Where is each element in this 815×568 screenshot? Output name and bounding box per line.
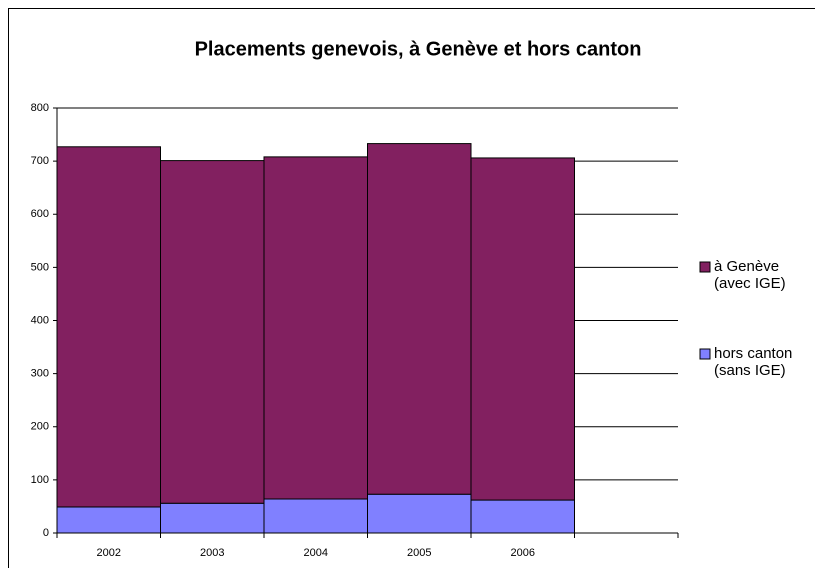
- x-tick-label: 2004: [304, 547, 328, 559]
- y-tick-label: 500: [31, 261, 49, 273]
- x-tick-label: 2003: [200, 547, 224, 559]
- bar-segment: [263, 156, 368, 500]
- x-tick-label: 2002: [97, 547, 121, 559]
- legend-swatch: [699, 261, 711, 273]
- x-tick-label: 2006: [511, 547, 535, 559]
- bar-segment: [160, 160, 265, 504]
- bar-segment: [367, 143, 472, 495]
- bar-segment: [367, 493, 472, 534]
- y-tick-label: 200: [31, 421, 49, 433]
- bar-segment: [160, 502, 265, 534]
- bar-segment: [470, 499, 575, 534]
- x-tick-label: 2005: [407, 547, 431, 559]
- legend-label: hors canton (sans IGE): [714, 345, 793, 379]
- legend-swatch: [699, 348, 711, 360]
- y-tick-label: 700: [31, 155, 49, 167]
- y-tick-label: 400: [31, 314, 49, 326]
- legend-label: à Genève (avec IGE): [714, 258, 786, 292]
- y-tick-label: 300: [31, 368, 49, 380]
- y-tick-label: 800: [31, 102, 49, 114]
- chart-title: Placements genevois, à Genève et hors ca…: [195, 38, 642, 60]
- y-tick-label: 600: [31, 208, 49, 220]
- y-tick-label: 100: [31, 474, 49, 486]
- y-tick-label: 0: [43, 527, 49, 539]
- bar-segment: [56, 146, 161, 508]
- bar-segment: [263, 498, 368, 534]
- bar-segment: [56, 506, 161, 534]
- bar-segment: [470, 157, 575, 501]
